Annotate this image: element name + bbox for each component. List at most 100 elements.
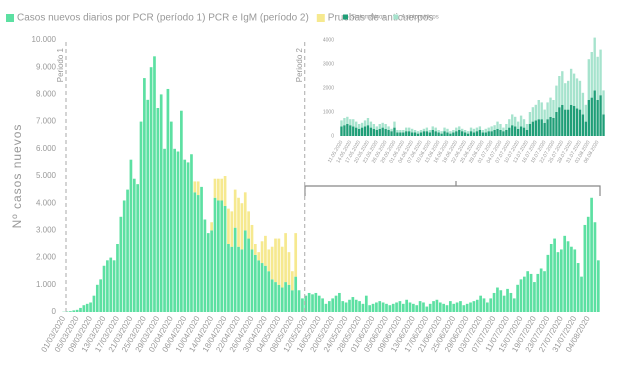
bar xyxy=(496,121,499,129)
bar xyxy=(324,303,328,312)
bar xyxy=(153,56,156,312)
bar xyxy=(449,301,452,312)
bar xyxy=(243,192,247,231)
bar xyxy=(549,97,552,117)
bar xyxy=(546,119,549,136)
bar xyxy=(132,178,136,312)
bar xyxy=(390,128,393,132)
bar xyxy=(479,295,482,312)
bar xyxy=(361,303,365,312)
bar xyxy=(419,130,423,133)
bar xyxy=(602,90,605,115)
bar xyxy=(502,127,505,132)
bar xyxy=(85,303,89,312)
bar xyxy=(499,124,502,130)
bar xyxy=(399,130,402,133)
bar xyxy=(290,271,294,291)
bar xyxy=(344,302,348,312)
bar xyxy=(250,224,254,250)
bar xyxy=(352,119,355,127)
bar xyxy=(593,37,596,91)
bar xyxy=(478,130,482,136)
bar xyxy=(354,299,358,312)
legend-label: Asintomáticos xyxy=(401,15,438,21)
bar xyxy=(340,120,343,127)
bar xyxy=(512,298,516,312)
bar xyxy=(223,176,227,206)
bar xyxy=(274,282,277,312)
bar xyxy=(431,126,434,130)
bar xyxy=(294,233,298,277)
bar xyxy=(575,108,579,136)
bar xyxy=(408,302,412,312)
bar xyxy=(169,121,173,312)
bar xyxy=(437,132,440,136)
bar xyxy=(487,127,490,132)
bar xyxy=(405,131,408,136)
bar xyxy=(364,295,368,312)
bar xyxy=(412,303,415,312)
bar xyxy=(435,299,439,312)
bar xyxy=(487,131,490,136)
bar xyxy=(496,287,499,312)
bar xyxy=(533,282,536,312)
bar xyxy=(437,130,440,133)
bar xyxy=(331,298,335,312)
y-tick-label: 1.000 xyxy=(36,280,57,289)
bar xyxy=(317,295,321,312)
bar xyxy=(260,263,264,312)
bar xyxy=(522,127,526,136)
bar xyxy=(143,78,146,312)
bar xyxy=(240,203,244,250)
bar xyxy=(116,244,119,312)
bar xyxy=(564,83,567,110)
bar xyxy=(363,120,367,127)
bar xyxy=(493,130,496,136)
bar xyxy=(418,301,422,312)
bar xyxy=(578,80,582,110)
bar xyxy=(267,271,271,312)
bar xyxy=(398,301,402,312)
bar xyxy=(599,95,602,136)
bar xyxy=(558,107,561,136)
bar xyxy=(525,124,529,130)
bar xyxy=(237,197,240,247)
bar xyxy=(415,305,419,312)
bar xyxy=(82,305,86,312)
bar xyxy=(563,235,567,312)
bar xyxy=(213,178,217,198)
bar xyxy=(458,130,461,136)
bar xyxy=(95,284,99,312)
bar xyxy=(492,292,496,312)
bar xyxy=(396,130,399,133)
bar xyxy=(466,131,470,134)
bar xyxy=(602,114,605,136)
bar xyxy=(534,120,537,136)
bar xyxy=(341,301,345,312)
legend-label: Pruebas de anticuerpos xyxy=(328,13,434,24)
bar xyxy=(446,132,449,136)
bar xyxy=(387,126,390,130)
bar xyxy=(428,132,431,136)
bar xyxy=(102,265,106,312)
bar xyxy=(490,126,493,132)
bar xyxy=(553,238,556,312)
bar xyxy=(555,85,558,112)
bar xyxy=(459,301,462,312)
bar xyxy=(410,128,414,133)
bar xyxy=(443,131,446,136)
bar xyxy=(267,249,271,272)
bar xyxy=(372,128,376,136)
bar xyxy=(549,244,553,312)
bar xyxy=(587,100,590,136)
bar xyxy=(369,127,373,136)
bar xyxy=(396,132,399,136)
bar xyxy=(75,309,79,312)
bar xyxy=(440,131,443,134)
bar xyxy=(549,116,552,136)
bar xyxy=(149,67,153,312)
bar xyxy=(393,127,396,136)
bar xyxy=(482,298,486,312)
bar xyxy=(419,132,423,136)
bar xyxy=(425,131,429,136)
